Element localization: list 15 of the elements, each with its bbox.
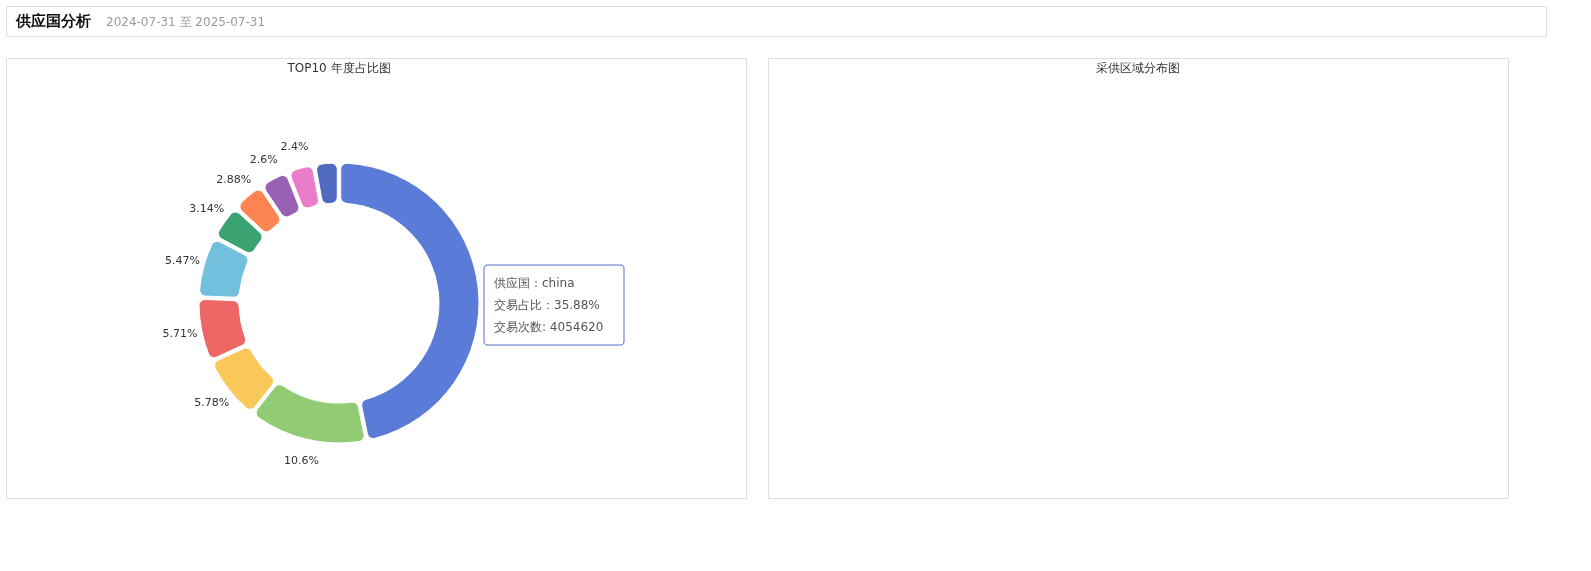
data-label: 2.88%	[216, 172, 252, 186]
data-label: 10.6%	[284, 453, 319, 467]
text: 供应国：china	[494, 276, 575, 290]
data-label: 5.47%	[165, 253, 201, 267]
chart-title: TOP10 年度占比图	[286, 61, 391, 75]
data-label: 2.6%	[249, 152, 278, 166]
text: 供应国分析	[15, 12, 91, 30]
text: 2024-07-31 至 2025-07-31	[106, 15, 266, 29]
data-label: 5.71%	[162, 327, 198, 341]
text: 采供区域分布图	[1096, 61, 1180, 75]
data-label: 5.78%	[194, 396, 230, 410]
data-label: 2.4%	[280, 140, 309, 154]
text: 交易次数: 4054620	[494, 320, 604, 334]
text: 交易占比：35.88%	[494, 298, 600, 312]
data-label: 3.14%	[189, 202, 225, 216]
